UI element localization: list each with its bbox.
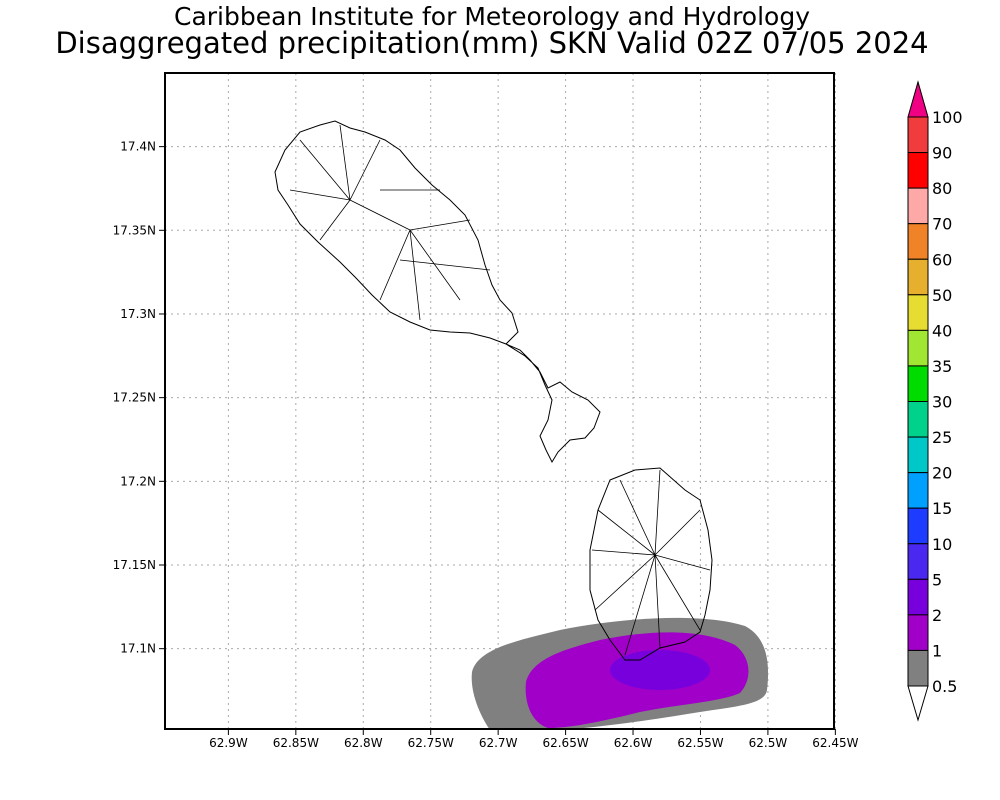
colorbar-segment xyxy=(907,649,929,687)
colorbar-label: 60 xyxy=(932,250,952,269)
x-tick-label: 62.75W xyxy=(408,736,454,750)
colorbar-segment xyxy=(907,187,929,225)
colorbar-segment xyxy=(907,258,929,296)
colorbar-label: 1 xyxy=(932,641,942,660)
x-tick-label: 62.7W xyxy=(479,736,518,750)
colorbar-under-triangle xyxy=(907,685,929,722)
st-kitts-drainage xyxy=(289,124,491,321)
colorbar-label: 100 xyxy=(932,108,963,127)
y-tick-label: 17.4N xyxy=(120,140,156,154)
colorbar-segment xyxy=(907,365,929,402)
y-axis: 17.4N 17.35N 17.3N 17.25N 17.2N 17.15N 17.1N xyxy=(113,140,165,656)
colorbar-label: 50 xyxy=(932,286,952,305)
colorbar-label: 2 xyxy=(932,606,942,625)
nevis-drainage xyxy=(591,469,711,656)
colorbar-label: 90 xyxy=(932,144,952,163)
x-tick-label: 62.55W xyxy=(677,736,723,750)
colorbar-segment xyxy=(907,614,929,651)
colorbar-segment xyxy=(907,329,929,367)
colorbar-segment xyxy=(907,507,929,545)
y-tick-label: 17.15N xyxy=(113,558,156,572)
x-tick-label: 62.85W xyxy=(273,736,319,750)
colorbar-segment xyxy=(907,152,929,189)
title-institute: Caribbean Institute for Meteorology and … xyxy=(174,2,810,31)
st-kitts-coastline xyxy=(274,120,519,345)
colorbar-label: 15 xyxy=(932,499,952,518)
colorbar-segment xyxy=(907,436,929,474)
y-tick-label: 17.3N xyxy=(120,307,156,321)
colorbar-segment xyxy=(907,116,929,154)
colorbar-label: 30 xyxy=(932,393,952,412)
y-tick-label: 17.2N xyxy=(120,474,156,488)
x-tick-label: 62.9W xyxy=(209,736,248,750)
nevis-coastline xyxy=(589,467,713,661)
x-axis: 62.9W 62.85W 62.8W 62.75W 62.7W 62.65W 62.6W 62… xyxy=(209,729,859,750)
colorbar-label: 0.5 xyxy=(932,677,957,696)
colorbar-segment xyxy=(907,294,929,331)
colorbar: 100 90 80 70 60 50 40 35 30 25 20 15 10 5 2 1 0.5 xyxy=(907,80,963,722)
colorbar-label: 35 xyxy=(932,357,952,376)
x-tick-label: 62.65W xyxy=(542,736,588,750)
colorbar-segment xyxy=(907,401,929,438)
x-tick-label: 62.45W xyxy=(812,736,858,750)
y-tick-label: 17.25N xyxy=(113,391,156,405)
peninsula-coastline xyxy=(505,343,601,464)
x-tick-label: 62.8W xyxy=(344,736,383,750)
colorbar-label: 20 xyxy=(932,464,952,483)
colorbar-label: 5 xyxy=(932,570,942,589)
colorbar-label: 10 xyxy=(932,535,952,554)
colorbar-label: 80 xyxy=(932,179,952,198)
title-product: Disaggregated precipitation(mm) SKN Vali… xyxy=(55,26,929,60)
x-tick-label: 62.5W xyxy=(749,736,788,750)
colorbar-over-triangle xyxy=(907,80,929,118)
colorbar-label: 70 xyxy=(932,215,952,234)
plot-frame xyxy=(164,72,835,730)
x-tick-label: 62.6W xyxy=(614,736,653,750)
colorbar-label: 40 xyxy=(932,321,952,340)
colorbar-segment xyxy=(907,223,929,260)
colorbar-segment xyxy=(907,472,929,509)
y-tick-label: 17.1N xyxy=(120,642,156,656)
precip-2-5mm-area xyxy=(610,650,710,690)
y-tick-label: 17.35N xyxy=(113,223,156,237)
colorbar-segment xyxy=(907,578,929,616)
colorbar-label: 25 xyxy=(932,428,952,447)
colorbar-segment xyxy=(907,543,929,580)
